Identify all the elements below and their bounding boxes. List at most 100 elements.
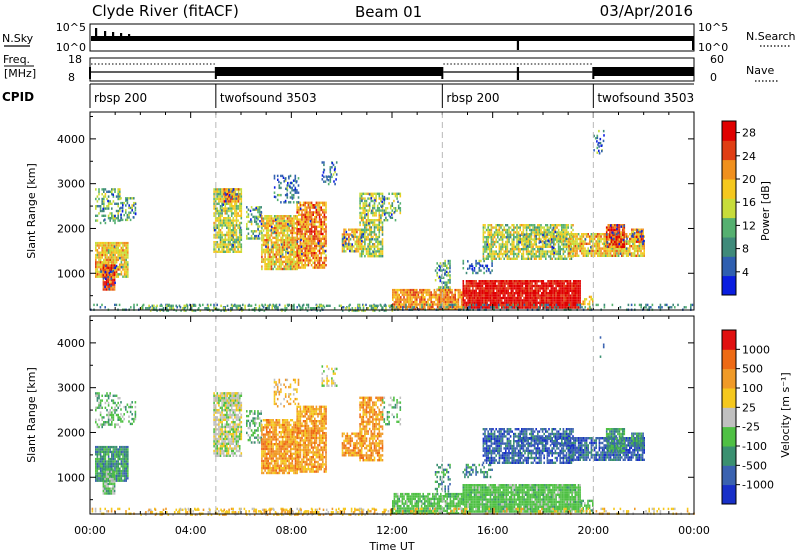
power-cell — [270, 251, 273, 254]
power-cell — [293, 267, 295, 271]
power-cell — [302, 235, 305, 238]
power-cell — [310, 216, 313, 219]
power-cell — [258, 210, 261, 214]
power-cell — [381, 209, 384, 212]
power-cell — [96, 261, 99, 264]
power-cell — [111, 241, 113, 245]
power-cell — [117, 256, 119, 259]
power-cell — [219, 224, 222, 227]
power-cell — [280, 217, 282, 220]
power-cell — [283, 227, 286, 230]
power-cell — [465, 294, 468, 297]
power-cell — [422, 303, 424, 306]
power-cell — [247, 227, 250, 231]
power-cell — [440, 300, 442, 304]
power-cell — [401, 291, 404, 294]
power-cell — [585, 235, 588, 238]
power-cell — [95, 263, 97, 266]
power-cell — [285, 236, 287, 239]
power-cell — [273, 241, 276, 244]
power-cell — [364, 209, 366, 212]
power-cell — [98, 275, 100, 278]
power-cell — [288, 222, 290, 225]
power-cell — [229, 202, 231, 205]
power-cell — [462, 289, 465, 292]
power-cell — [531, 304, 533, 307]
power-cell — [482, 245, 485, 248]
power-cell — [462, 282, 465, 285]
power-cell — [232, 197, 235, 201]
power-cell — [289, 246, 292, 249]
power-cell — [424, 305, 426, 309]
power-cell — [312, 247, 314, 250]
power-cell — [490, 250, 493, 253]
power-cell — [485, 257, 488, 260]
power-cell — [472, 292, 474, 295]
power-cell — [273, 263, 276, 266]
power-cell — [519, 248, 521, 251]
power-cell — [314, 240, 316, 243]
power-cell — [310, 252, 313, 255]
power-cell — [296, 191, 298, 194]
power-cell — [222, 221, 225, 225]
power-cell — [608, 249, 610, 253]
power-cell — [101, 193, 103, 196]
power-cell — [216, 188, 219, 191]
power-cell — [234, 233, 236, 237]
power-cell — [438, 293, 440, 297]
power-cell — [579, 240, 581, 243]
power-cell — [312, 223, 314, 226]
power-cell — [289, 255, 292, 259]
power-cell — [218, 200, 220, 203]
power-cell — [502, 301, 505, 304]
power-cell — [396, 303, 399, 306]
power-cell — [505, 299, 508, 302]
power-cell — [524, 299, 527, 302]
power-cell — [240, 193, 243, 196]
power-cell — [292, 184, 295, 187]
power-cell — [373, 252, 376, 255]
power-cell — [364, 243, 366, 246]
power-cell — [565, 224, 568, 227]
power-cell — [503, 257, 505, 260]
power-cell — [119, 251, 121, 254]
power-cell — [278, 255, 281, 259]
power-cell — [229, 238, 231, 241]
power-cell — [534, 292, 537, 295]
power-cell — [451, 293, 453, 297]
power-cell — [593, 245, 596, 248]
power-cell — [95, 273, 97, 276]
power-cell — [110, 273, 113, 277]
power-cell — [483, 296, 485, 300]
power-cell — [489, 228, 491, 232]
power-cell — [302, 247, 305, 250]
power-cell — [612, 240, 614, 244]
power-cell — [460, 291, 463, 294]
power-cell — [559, 235, 561, 238]
power-cell — [608, 254, 610, 257]
power-cell — [230, 221, 233, 225]
power-cell — [565, 243, 568, 246]
power-cell — [557, 235, 560, 238]
power-cell — [448, 305, 450, 309]
power-cell — [493, 255, 496, 258]
power-cell — [411, 300, 413, 304]
power-cell — [531, 299, 533, 302]
power-cell — [223, 188, 225, 191]
power-cell — [284, 201, 287, 204]
power-cell — [617, 249, 620, 253]
power-cell — [446, 267, 448, 270]
power-cell — [504, 306, 506, 309]
power-cell — [528, 299, 530, 302]
power-cell — [496, 296, 498, 300]
power-cell — [495, 228, 497, 232]
power-cell — [111, 256, 113, 259]
power-cell — [436, 296, 439, 299]
power-cell — [111, 244, 113, 247]
power-cell — [258, 230, 261, 233]
power-cell — [639, 228, 641, 231]
power-cell — [585, 252, 588, 255]
power-cell — [325, 230, 327, 233]
power-cell — [454, 296, 456, 299]
power-cell — [283, 260, 286, 263]
